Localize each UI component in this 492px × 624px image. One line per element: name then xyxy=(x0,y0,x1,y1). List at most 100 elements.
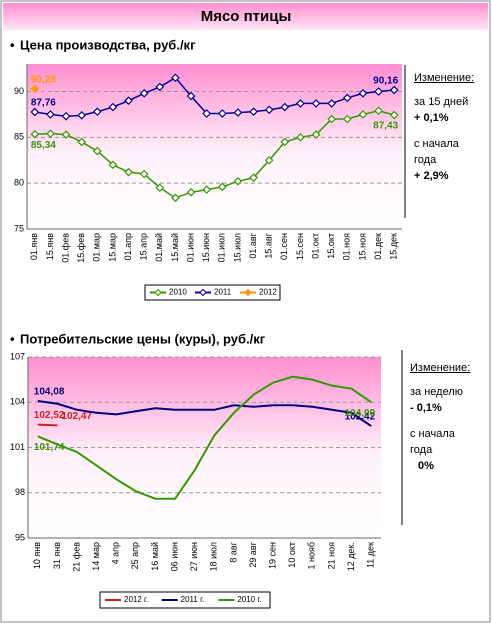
point-marker xyxy=(186,187,196,197)
value-label: 102,52 xyxy=(34,410,65,421)
bullet: • xyxy=(10,331,15,346)
point-marker xyxy=(264,105,274,115)
note-value: 0% xyxy=(418,460,434,472)
note-text: с начала года xyxy=(414,138,459,166)
value-label: 87,43 xyxy=(373,121,398,132)
note-value: + 0,1% xyxy=(414,112,449,124)
series-line xyxy=(37,400,372,427)
point-marker xyxy=(311,99,321,108)
value-label: 102,42 xyxy=(345,412,376,423)
x-tick-label: 01.мар xyxy=(92,233,102,262)
x-tick-label: 01.июн xyxy=(185,233,195,262)
x-tick-label: 15.янв xyxy=(45,233,55,260)
point-marker xyxy=(327,114,337,124)
y-tick-label: 85 xyxy=(14,132,24,142)
legend-label: 2010 xyxy=(169,288,187,297)
point-marker xyxy=(249,107,258,117)
x-tick-label: 16 май xyxy=(150,542,160,571)
y-tick-label: 95 xyxy=(15,532,25,542)
x-tick-label: 01.дек xyxy=(373,233,383,260)
x-tick-label: 01.фев xyxy=(60,233,70,263)
point-marker xyxy=(389,85,399,95)
point-marker xyxy=(342,114,352,124)
legend-label: 2010 г. xyxy=(237,595,261,604)
point-marker xyxy=(374,87,383,96)
value-label: 85,34 xyxy=(31,140,56,151)
point-marker xyxy=(280,102,290,112)
point-marker xyxy=(171,193,180,203)
y-tick-label: 98 xyxy=(15,487,25,497)
header-band xyxy=(3,3,488,30)
point-marker xyxy=(217,109,227,118)
x-tick-label: 15.дек xyxy=(389,233,399,260)
note-value: - 0,1% xyxy=(410,402,442,414)
value-label: 102,47 xyxy=(61,411,92,422)
point-marker xyxy=(249,173,258,183)
x-tick-label: 15.фев xyxy=(76,233,86,263)
value-label: 90,16 xyxy=(373,76,398,87)
plot-area xyxy=(27,64,402,229)
point-marker xyxy=(77,110,87,120)
x-tick-label: 25 апр xyxy=(130,542,140,569)
point-marker xyxy=(155,82,165,92)
x-tick-label: 01.июл xyxy=(217,233,227,262)
point-marker xyxy=(124,96,133,106)
note-text: за неделю xyxy=(410,386,464,398)
point-marker xyxy=(171,73,180,83)
point-marker xyxy=(77,137,87,147)
point-marker xyxy=(61,130,71,139)
series-line xyxy=(37,375,372,500)
x-tick-label: 15.апр xyxy=(139,233,149,260)
x-tick-label: 10 янв xyxy=(32,542,42,569)
point-marker xyxy=(92,146,102,156)
point-marker xyxy=(233,108,243,117)
note-heading: Изменение: xyxy=(410,362,471,374)
legend-label: 2012 г. xyxy=(124,595,148,604)
legend-box xyxy=(144,284,281,301)
point-marker xyxy=(92,107,102,117)
series-line xyxy=(37,423,58,427)
x-tick-label: 8 авг xyxy=(228,541,238,562)
point-marker xyxy=(327,99,337,108)
legend-box xyxy=(99,591,271,609)
legend-label: 2012 xyxy=(259,288,277,297)
x-tick-label: 15.май xyxy=(170,233,180,262)
x-tick-label: 15.мар xyxy=(107,233,117,262)
x-tick-label: 12 дек. xyxy=(346,542,356,571)
point-marker xyxy=(46,129,55,139)
x-tick-label: 15.сен xyxy=(295,233,305,260)
x-tick-label: 29 авг xyxy=(248,541,258,567)
point-marker xyxy=(296,132,305,142)
point-marker xyxy=(202,185,212,194)
x-tick-label: 01.апр xyxy=(123,233,133,260)
y-tick-label: 104 xyxy=(10,397,25,407)
point-marker xyxy=(311,130,321,139)
x-tick-label: 01.сен xyxy=(279,233,289,260)
note-text: с начала года xyxy=(410,428,455,456)
value-label: 87,76 xyxy=(31,98,56,109)
point-marker xyxy=(358,110,368,119)
x-tick-label: 15.июл xyxy=(232,233,242,262)
point-marker xyxy=(139,169,149,179)
legend-label: 2011 xyxy=(214,288,232,297)
value-label: 104,08 xyxy=(34,387,65,398)
point-marker xyxy=(342,93,352,103)
value-label: 104,00 xyxy=(345,408,376,419)
point-marker xyxy=(46,110,55,119)
legend-marker xyxy=(244,288,252,297)
x-tick-label: 18 июл xyxy=(209,542,219,571)
point-marker xyxy=(358,88,368,98)
point-marker xyxy=(217,182,227,192)
bullet: • xyxy=(10,37,15,52)
page-title: Мясо птицы xyxy=(201,8,292,25)
point-marker xyxy=(155,183,165,193)
x-tick-label: 14 мар xyxy=(91,542,101,571)
point-marker xyxy=(30,129,40,139)
x-tick-label: 15.авг xyxy=(264,232,274,258)
x-tick-label: 4 апр xyxy=(111,542,121,564)
point-marker xyxy=(30,84,40,94)
x-tick-label: 11 дек xyxy=(366,542,376,568)
